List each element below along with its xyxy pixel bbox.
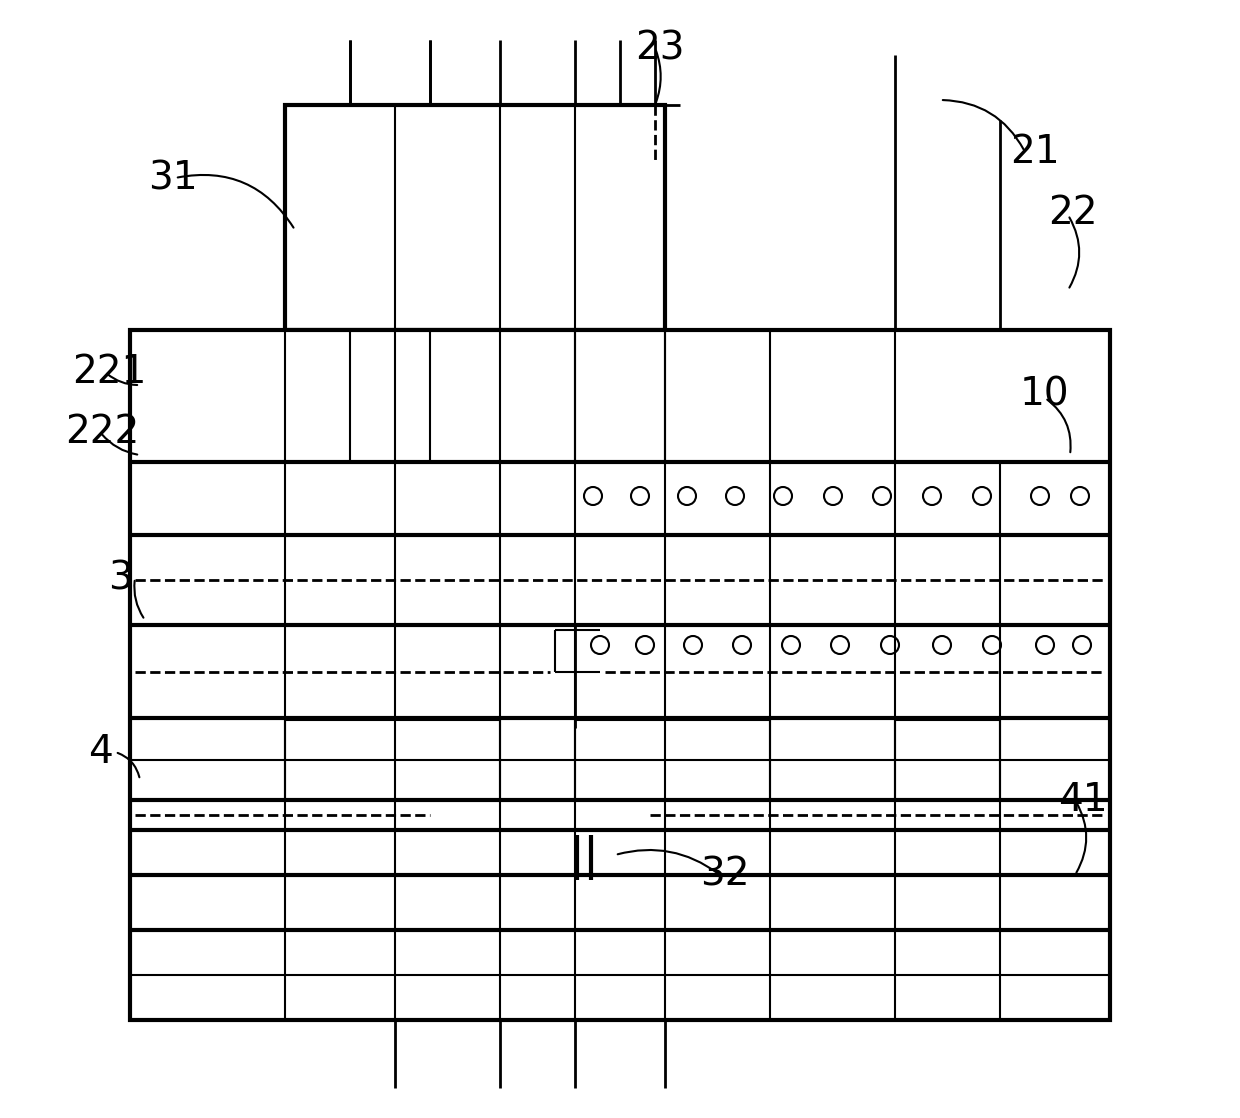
FancyArrowPatch shape: [942, 100, 1024, 150]
FancyArrowPatch shape: [656, 50, 661, 103]
FancyArrowPatch shape: [1048, 399, 1070, 453]
Text: 41: 41: [1058, 781, 1107, 819]
Text: 10: 10: [1021, 376, 1070, 414]
FancyArrowPatch shape: [134, 580, 144, 618]
FancyArrowPatch shape: [102, 434, 138, 455]
Bar: [130, 330, 1110, 1020]
FancyArrowPatch shape: [118, 752, 139, 777]
Text: 32: 32: [701, 856, 749, 894]
FancyArrowPatch shape: [1069, 217, 1079, 287]
Text: 221: 221: [72, 353, 146, 391]
Text: 21: 21: [1011, 133, 1060, 171]
Text: 4: 4: [88, 733, 113, 771]
Text: 31: 31: [148, 159, 197, 197]
FancyArrowPatch shape: [177, 174, 294, 228]
FancyArrowPatch shape: [107, 373, 138, 385]
FancyArrowPatch shape: [1076, 803, 1086, 872]
Text: 3: 3: [108, 559, 133, 597]
Text: 22: 22: [1048, 195, 1097, 233]
Text: 222: 222: [64, 413, 139, 451]
Bar: [895, 720, 999, 800]
Text: 23: 23: [635, 29, 684, 67]
Bar: [285, 105, 665, 330]
Bar: [575, 720, 770, 800]
Bar: [285, 720, 500, 800]
FancyArrowPatch shape: [618, 850, 718, 873]
